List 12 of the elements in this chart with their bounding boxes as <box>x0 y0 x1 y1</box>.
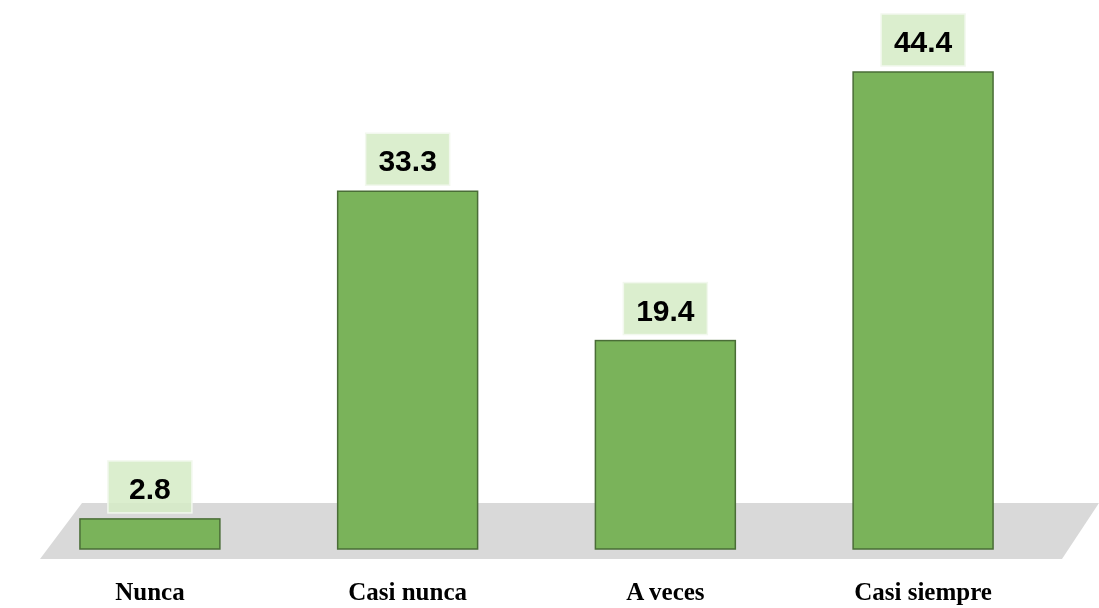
data-label: 2.8 <box>129 471 171 505</box>
data-label: 44.4 <box>893 25 953 58</box>
x-tick-label: Nunca <box>115 578 186 605</box>
bar <box>852 71 994 550</box>
x-tick-label: Casi siempre <box>854 578 992 605</box>
data-label: 19.4 <box>636 293 695 327</box>
data-label: 33.3 <box>378 144 437 178</box>
x-tick-label: Casi nunca <box>348 578 468 605</box>
bar <box>336 190 479 550</box>
bar <box>79 518 221 550</box>
x-tick-label: A veces <box>626 578 705 605</box>
bar <box>594 339 737 550</box>
